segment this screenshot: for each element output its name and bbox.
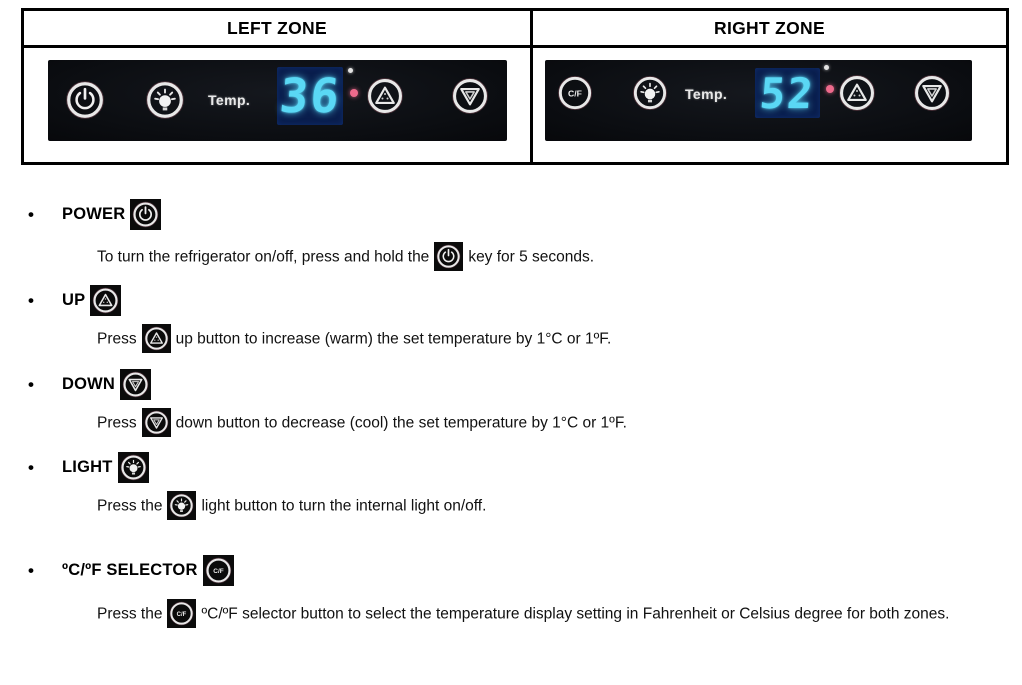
zone-table: LEFT ZONE Temp. 36 xyxy=(21,8,1009,165)
description-text: ºC/ºF selector button to select the temp… xyxy=(201,605,950,623)
section-power: • POWER To turn the refrigerator on/off,… xyxy=(28,199,994,272)
section-description: To turn the refrigerator on/off, press a… xyxy=(97,242,989,272)
light-icon xyxy=(145,80,185,120)
left-zone-title: LEFT ZONE xyxy=(227,17,327,38)
right-temperature-display: 52 xyxy=(755,68,820,118)
bullet: • xyxy=(28,560,34,580)
description-text: up button to increase (warm) the set tem… xyxy=(175,330,612,348)
section-description: Press up button to increase (warm) the s… xyxy=(97,324,989,354)
left-zone-header: LEFT ZONE xyxy=(24,11,530,48)
bullet: • xyxy=(28,204,34,224)
celsius-fahrenheit-icon: C/F xyxy=(202,555,234,586)
light-icon xyxy=(117,452,149,483)
description-text: To turn the refrigerator on/off, press a… xyxy=(97,248,430,266)
light-icon xyxy=(167,491,197,520)
description-text: Press the xyxy=(97,605,163,623)
right-zone-title: RIGHT ZONE xyxy=(714,17,825,38)
up-arrow-icon xyxy=(838,74,876,112)
section-title: POWER xyxy=(62,205,126,223)
section-heading: • POWER xyxy=(28,199,994,230)
left-zone-column: LEFT ZONE Temp. 36 xyxy=(24,11,533,162)
section-title: UP xyxy=(62,291,86,309)
red-indicator-dot xyxy=(826,85,834,93)
left-zone-body: Temp. 36 xyxy=(24,48,530,162)
up-arrow-icon xyxy=(90,285,122,316)
description-text: Press xyxy=(97,330,137,348)
white-indicator-dot xyxy=(824,65,829,70)
bullet: • xyxy=(28,374,34,394)
up-arrow-icon xyxy=(366,77,404,115)
light-icon xyxy=(632,75,668,111)
section-cf-selector: • ºC/ºF SELECTOR C/F Press the C/F ºC/ºF… xyxy=(28,555,994,629)
svg-text:C/F: C/F xyxy=(213,568,223,575)
temp-label: Temp. xyxy=(685,86,728,102)
bullet: • xyxy=(28,290,34,310)
section-down: • DOWN Press down button to decrease (co… xyxy=(28,369,994,438)
section-title: DOWN xyxy=(62,375,116,393)
description-text: Press xyxy=(97,414,137,432)
power-icon xyxy=(130,199,162,230)
section-up: • UP Press up button to increase (warm) … xyxy=(28,285,994,354)
section-title: LIGHT xyxy=(62,458,113,476)
section-heading: • LIGHT xyxy=(28,452,994,483)
down-arrow-icon xyxy=(141,408,171,437)
power-icon xyxy=(434,242,464,271)
bullet: • xyxy=(28,457,34,477)
red-indicator-dot xyxy=(350,89,358,97)
right-zone-header: RIGHT ZONE xyxy=(533,11,1006,48)
section-heading: • DOWN xyxy=(28,369,994,400)
right-zone-body: C/F Temp. 52 xyxy=(533,48,1006,162)
right-temperature-value: 52 xyxy=(758,68,817,118)
section-heading: • UP xyxy=(28,285,994,316)
section-light: • LIGHT Press the light button to turn t… xyxy=(28,452,994,521)
svg-text:C/F: C/F xyxy=(568,88,582,98)
section-description: Press down button to decrease (cool) the… xyxy=(97,408,989,438)
description-text: light button to turn the internal light … xyxy=(201,497,487,515)
svg-text:C/F: C/F xyxy=(177,612,187,618)
section-description: Press the light button to turn the inter… xyxy=(97,491,989,521)
left-temperature-display: 36 xyxy=(277,67,343,125)
down-arrow-icon xyxy=(120,369,152,400)
celsius-fahrenheit-icon: C/F xyxy=(167,599,197,628)
down-arrow-icon xyxy=(913,74,951,112)
description-text: down button to decrease (cool) the set t… xyxy=(175,414,627,432)
section-description: Press the C/F ºC/ºF selector button to s… xyxy=(97,599,989,629)
description-text: key for 5 seconds. xyxy=(468,248,595,266)
left-temperature-value: 36 xyxy=(277,68,343,124)
left-control-panel: Temp. 36 xyxy=(48,60,507,141)
description-text: Press the xyxy=(97,497,163,515)
celsius-fahrenheit-icon: C/F xyxy=(557,75,593,111)
section-title: ºC/ºF SELECTOR xyxy=(62,561,198,579)
temp-label: Temp. xyxy=(208,92,251,108)
power-icon xyxy=(65,80,105,120)
up-arrow-icon xyxy=(141,324,171,353)
down-arrow-icon xyxy=(451,77,489,115)
white-indicator-dot xyxy=(348,68,353,73)
right-zone-column: RIGHT ZONE C/F Temp. 52 xyxy=(533,11,1006,162)
right-control-panel: C/F Temp. 52 xyxy=(545,60,972,141)
section-heading: • ºC/ºF SELECTOR C/F xyxy=(28,555,994,586)
